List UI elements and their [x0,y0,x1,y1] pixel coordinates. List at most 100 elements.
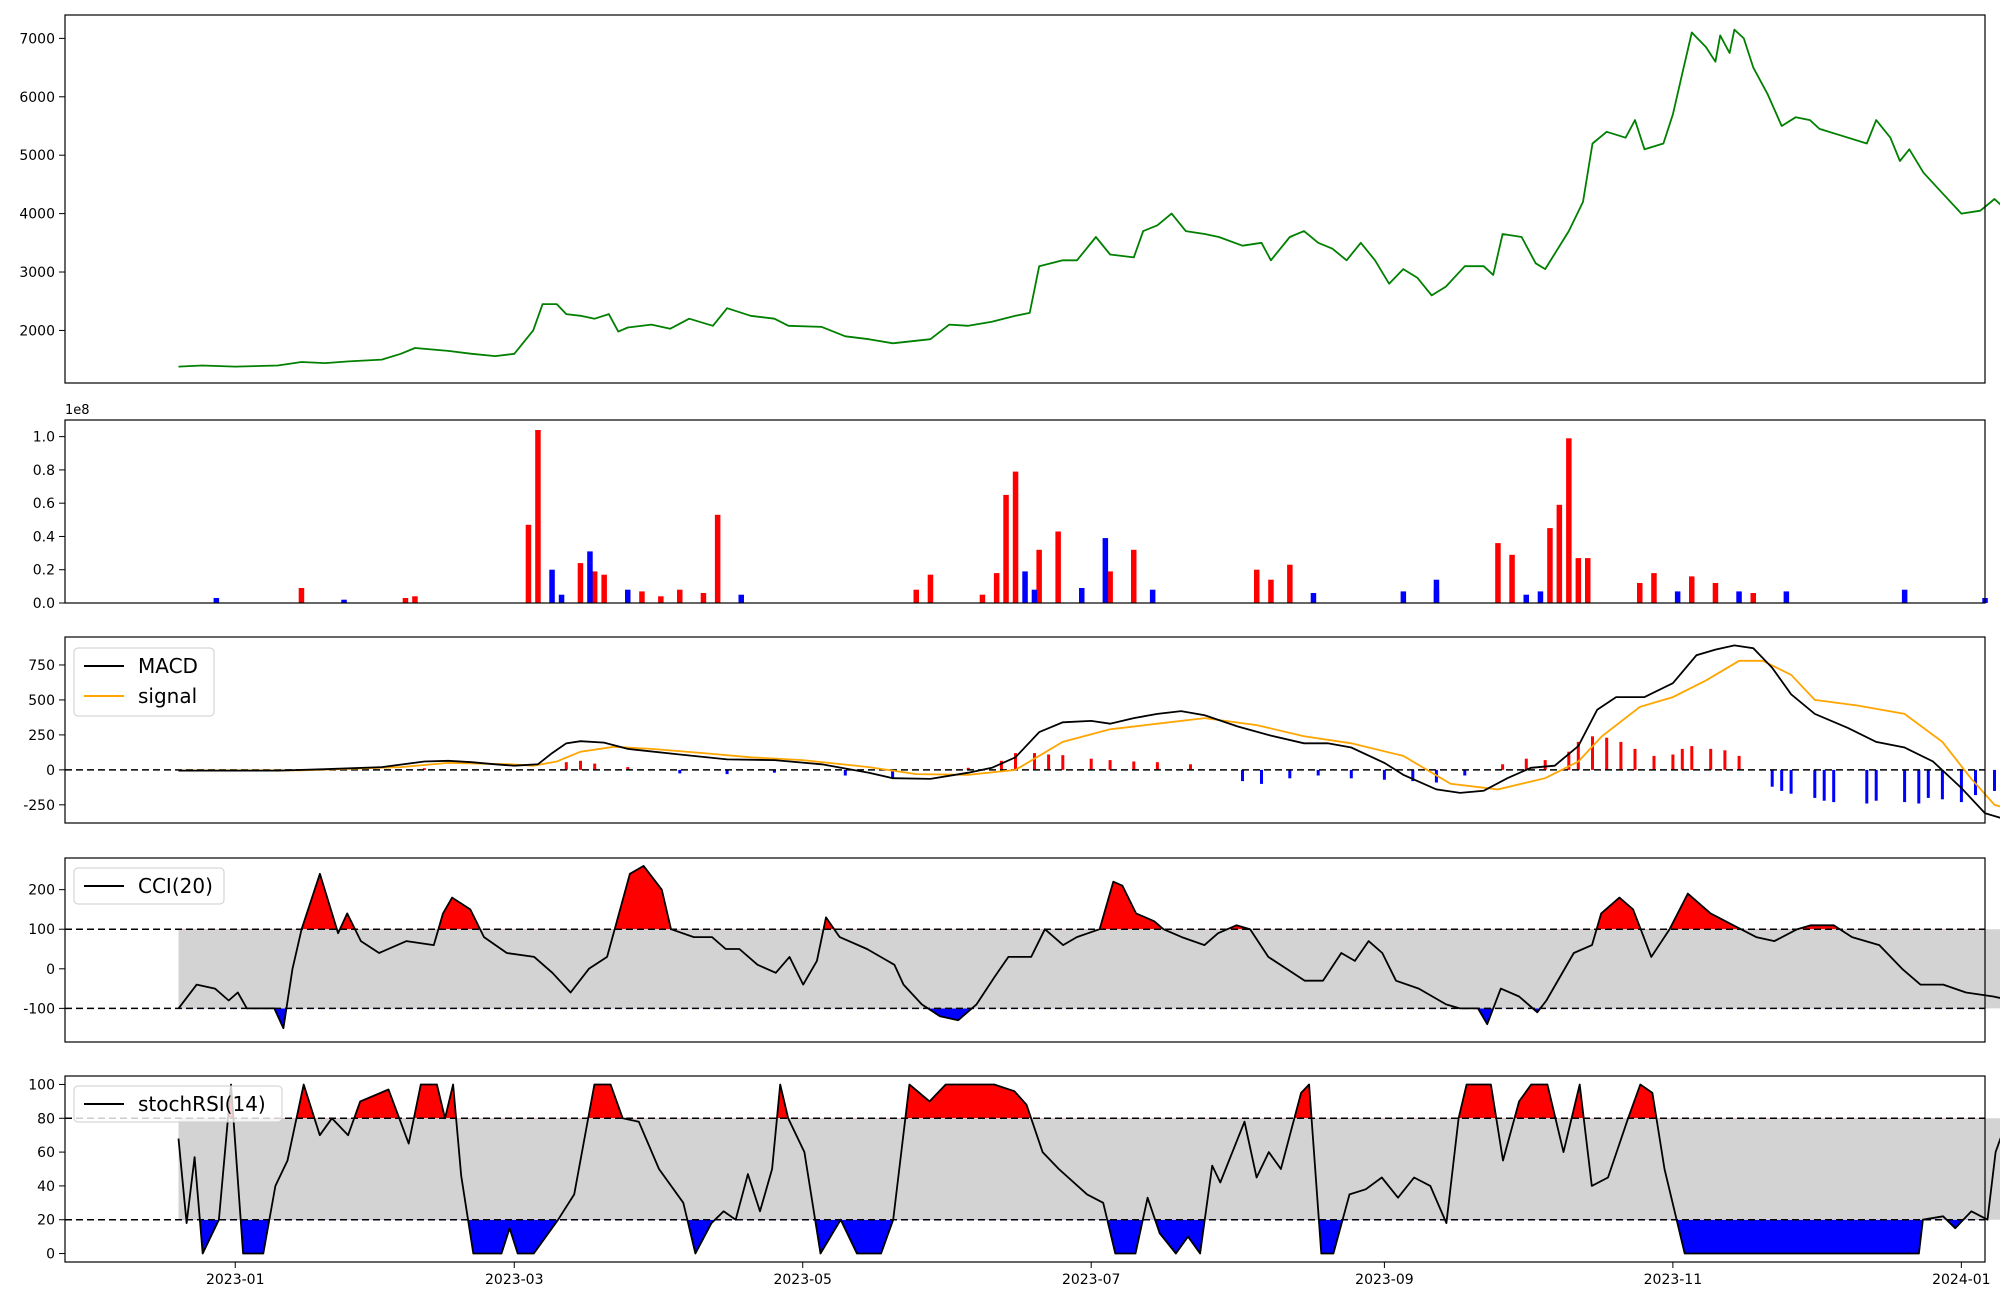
volume-bar [1022,571,1028,603]
volume-bar [577,563,584,603]
stochrsi-panel-legend-label: stochRSI(14) [138,1092,266,1116]
volume-bar [1556,504,1563,603]
volume-bar [993,573,1000,603]
macd-histogram-bar [1926,769,1930,798]
macd-histogram-bar [1543,760,1547,770]
volume-bar [1537,591,1544,603]
macd-histogram-bar [1813,769,1817,798]
x-tick-label: 2023-07 [1062,1272,1121,1288]
macd-histogram-bar [1737,755,1741,770]
macd-histogram-bar [1132,761,1136,770]
volume-bar [658,596,664,603]
macd-histogram-bar [1108,760,1112,770]
volume-bar [1079,588,1085,603]
volume-bar [1149,589,1156,603]
volume-bar [1107,571,1113,603]
price-line [178,28,2000,368]
cci-panel-legend: CCI(20) [73,867,225,905]
macd-histogram-bar [1865,769,1869,804]
cci-panel-axes: -100 0 100 200 [23,883,65,1017]
macd-histogram-bar [1671,754,1675,770]
macd-histogram-bar [1619,741,1623,770]
macd-histogram-bar [1241,769,1244,782]
macd-histogram-bar [1822,769,1826,801]
volume-bar [1637,583,1643,603]
volume-bar [700,593,707,603]
stochrsi-panel-ytick-label: 0 [46,1247,55,1263]
macd-histogram-bar [966,767,970,770]
signal-line [178,659,2000,808]
cci-panel-ytick-label: 200 [28,883,55,899]
macd-histogram-bar [1382,769,1386,780]
volume-bar [1651,573,1657,603]
macd-histogram-bar [891,769,895,778]
macd-legend: MACD signal [73,647,215,717]
price-panel-ytick-label: 5000 [19,148,55,164]
volume-bar [1310,593,1317,603]
volume-bar [587,551,593,603]
volume-bar [1012,471,1019,603]
macd-histogram-bar [1993,769,1996,791]
stochrsi-panel-oversold-fill [186,1219,1964,1254]
stochrsi-panel-legend-box [73,1085,283,1123]
macd-histogram-bar [422,768,426,770]
macd-histogram-bar [678,769,682,774]
macd-panel-ytick-label: 0 [46,763,55,779]
macd-histogram-bar [772,769,776,773]
macd-histogram-bar [1576,741,1580,770]
volume-bar [1736,591,1742,603]
volume-bar [1547,528,1553,603]
volume-bar [298,588,305,603]
macd-panel-ytick-label: 500 [28,693,55,709]
volume-bar [341,599,347,603]
macd-histogram-bar [1061,755,1065,770]
stochrsi-panel-ytick-label: 80 [37,1111,55,1127]
macd-histogram-bar [999,760,1003,770]
macd-histogram-bar [579,760,582,770]
volume-bar [1268,579,1274,603]
volume-bar [979,594,986,603]
volume-bar [402,598,409,603]
macd-histogram-bar [1567,751,1571,770]
volume-bar [1003,494,1009,603]
macd-panel-frame [64,636,1986,824]
x-tick-label: 2023-09 [1355,1272,1414,1288]
macd-histogram-bar [1789,769,1793,794]
macd-histogram-bar [1832,769,1836,803]
volume-bar [927,574,934,603]
macd-histogram-bar [1903,769,1907,803]
volume-bar [1674,591,1681,603]
x-tick-label: 2024-01 [1932,1272,1991,1288]
macd-histogram-bar [1605,737,1609,770]
volume-panel-axes: 0.0 0.2 0.4 0.6 0.8 1.0 [33,430,65,612]
macd-histogram-bar [1316,769,1320,776]
cci-panel-ytick-label: 0 [46,962,55,978]
volume-panel-ytick-label: 0.0 [33,596,55,612]
stochrsi-panel-legend: stochRSI(14) [73,1085,283,1123]
macd-panel-ytick-label: -250 [23,798,55,814]
volume-panel-ytick-label: 0.4 [33,529,55,545]
volume-bar [1287,564,1293,603]
volume-bar [591,571,598,603]
volume-bar [1712,583,1719,603]
price-panel-frame [64,14,1986,384]
macd-histogram-bar [1770,769,1774,787]
volume-bar [1783,591,1790,603]
volume-bar [1102,538,1109,603]
volume-bar [1036,549,1042,603]
volume-bar [558,594,565,603]
price-panel-ytick-label: 3000 [19,265,55,281]
stochrsi-panel-frame [64,1075,1986,1263]
stochrsi-panel-ytick-label: 40 [37,1179,55,1195]
volume-panel-ytick-label: 0.2 [33,563,55,579]
volume-bar [639,591,645,603]
macd-line [178,644,2000,819]
macd-panel-axes: -250 0 250 500 750 [23,658,65,814]
cci-panel-ytick-label: 100 [28,922,55,938]
macd-histogram-bar [1723,750,1727,770]
macd-histogram-bar [1780,769,1784,791]
macd-histogram-bar [1288,769,1292,779]
macd-histogram-bar [1709,748,1713,770]
volume-bar [625,589,631,603]
